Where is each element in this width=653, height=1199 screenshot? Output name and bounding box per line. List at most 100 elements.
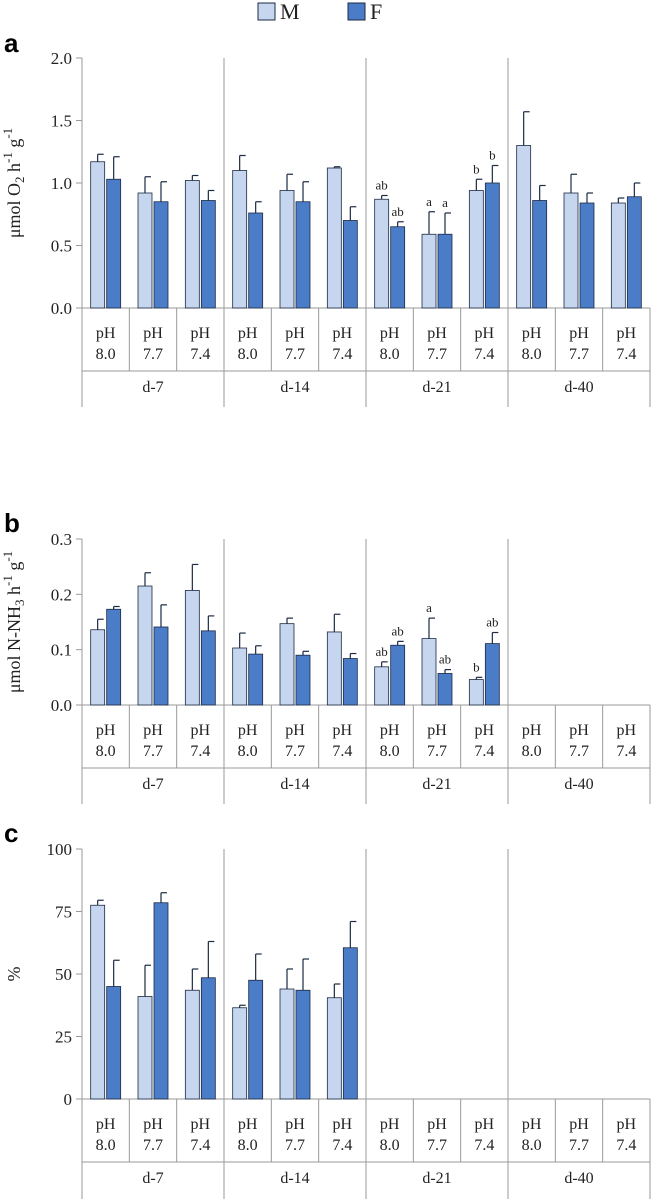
y-axis-label-part: g	[4, 139, 24, 153]
y-axis-label-part: %	[4, 967, 24, 982]
group-label: d-21	[422, 776, 451, 793]
category-label-line1: pH	[475, 325, 495, 342]
significance-label: a	[426, 600, 432, 615]
panels: a 0.0 0.5 1.0 1.5 2.0 pH 8.0 pH 7.7 pH 7.4 pH 8.0 pH 7.…	[0, 28, 651, 1199]
category-label-line1: pH	[333, 1116, 353, 1133]
bar-f	[295, 654, 311, 706]
group-label: d-21	[422, 1170, 451, 1187]
category-label-line1: pH	[238, 722, 258, 739]
category-label-line2: 7.4	[616, 346, 636, 363]
group-label: d-14	[280, 1170, 309, 1187]
bar-f	[248, 653, 264, 706]
y-axis-label-part: -1	[0, 551, 15, 562]
legend-label-f: F	[370, 0, 382, 24]
bar-f	[153, 902, 169, 1100]
category-label-line1: pH	[143, 325, 163, 342]
panel-letter: c	[4, 818, 18, 848]
significance-label: b	[473, 659, 480, 674]
bar-f	[153, 201, 169, 309]
bar-m	[232, 170, 248, 309]
bar-m	[279, 623, 295, 706]
category-label-line1: pH	[96, 325, 116, 342]
category-label-line1: pH	[617, 325, 637, 342]
significance-label: ab	[486, 615, 498, 630]
category-label-line2: 7.4	[474, 1137, 494, 1154]
bar-m	[137, 996, 153, 1100]
significance-label: ab	[376, 178, 388, 193]
bar-f	[200, 977, 216, 1100]
bar-m	[326, 631, 342, 706]
category-label-line2: 7.4	[332, 743, 352, 760]
category-label-line1: pH	[380, 325, 400, 342]
bar-f	[437, 673, 453, 706]
category-label-line2: 8.0	[238, 1137, 258, 1154]
bar-f	[200, 630, 216, 706]
y-axis-label: μmol N-NH3 h-1 g-1	[0, 551, 27, 693]
category-label-line2: 7.4	[332, 1137, 352, 1154]
bar-m	[184, 989, 200, 1100]
y-axis-label: %	[4, 967, 24, 982]
category-label-line1: pH	[191, 722, 211, 739]
category-label-line1: pH	[191, 325, 211, 342]
category-label-line1: pH	[475, 1116, 495, 1133]
bar-f	[579, 202, 595, 309]
significance-label: ab	[392, 204, 404, 219]
category-label-line2: 8.0	[96, 346, 116, 363]
bar-f	[106, 608, 122, 706]
bar-f	[106, 986, 122, 1100]
group-label: d-14	[280, 379, 309, 396]
panel-c: c 0 25 50 75 100 pH 8.0 pH 7.7 pH 7.4 pH 8.0 pH 7.7 pH 7.…	[4, 818, 651, 1199]
bar-m	[326, 167, 342, 309]
y-tick-label: 0.2	[51, 585, 72, 604]
category-label-line1: pH	[569, 325, 589, 342]
y-axis-label-part: μmol O	[4, 183, 24, 238]
bar-m	[610, 202, 626, 309]
category-label-line1: pH	[617, 722, 637, 739]
group-label: d-21	[422, 379, 451, 396]
bar-m	[232, 1007, 248, 1100]
group-label: d-40	[564, 776, 593, 793]
bar-f	[390, 644, 406, 706]
bar-m	[374, 666, 390, 706]
category-label-line1: pH	[427, 1116, 447, 1133]
category-label-line2: 7.7	[285, 346, 305, 363]
y-tick-label: 0.0	[51, 696, 72, 715]
group-label: d-7	[142, 776, 163, 793]
category-label-line2: 7.7	[427, 743, 447, 760]
legend-swatch-m	[257, 2, 276, 21]
group-label: d-14	[280, 776, 309, 793]
category-label-line2: 7.7	[143, 1137, 163, 1154]
category-label-line2: 7.4	[190, 743, 210, 760]
category-label-line2: 8.0	[380, 346, 400, 363]
category-label-line2: 7.4	[616, 1137, 636, 1154]
category-label-line1: pH	[522, 722, 542, 739]
y-tick-label: 0.3	[51, 530, 72, 549]
category-label-line1: pH	[380, 722, 400, 739]
panel-b: b 0.0 0.1 0.2 0.3 pH 8.0 pH 7.7 pH 7.4 pH 8.0 pH 7.7 pH…	[0, 508, 651, 804]
legend: M F	[257, 0, 382, 24]
category-label-line1: pH	[238, 1116, 258, 1133]
y-tick-label: 2.0	[51, 49, 72, 68]
category-label-line2: 7.7	[569, 346, 589, 363]
y-tick-label: 50	[55, 965, 72, 984]
bar-m	[232, 647, 248, 706]
group-label: d-40	[564, 1170, 593, 1187]
y-axis-label-part: -1	[0, 575, 15, 586]
panel-a: a 0.0 0.5 1.0 1.5 2.0 pH 8.0 pH 7.7 pH 7.4 pH 8.0 pH 7.…	[0, 28, 651, 407]
category-label-line2: 7.4	[190, 346, 210, 363]
bar-m	[279, 190, 295, 309]
y-axis-label-part: h	[4, 586, 24, 600]
category-label-line2: 7.7	[569, 743, 589, 760]
category-label-line1: pH	[285, 325, 305, 342]
bar-m	[516, 145, 532, 309]
bar-m	[563, 192, 579, 309]
y-axis-label-part: 2	[12, 177, 27, 184]
significance-label: a	[426, 194, 432, 209]
significance-label: a	[442, 195, 448, 210]
y-axis-label: μmol O2 h-1 g-1	[0, 128, 27, 238]
category-label-line2: 8.0	[238, 346, 258, 363]
category-label-line1: pH	[617, 1116, 637, 1133]
significance-label: ab	[439, 652, 451, 667]
category-label-line2: 8.0	[96, 1137, 116, 1154]
category-label-line2: 7.4	[474, 346, 494, 363]
